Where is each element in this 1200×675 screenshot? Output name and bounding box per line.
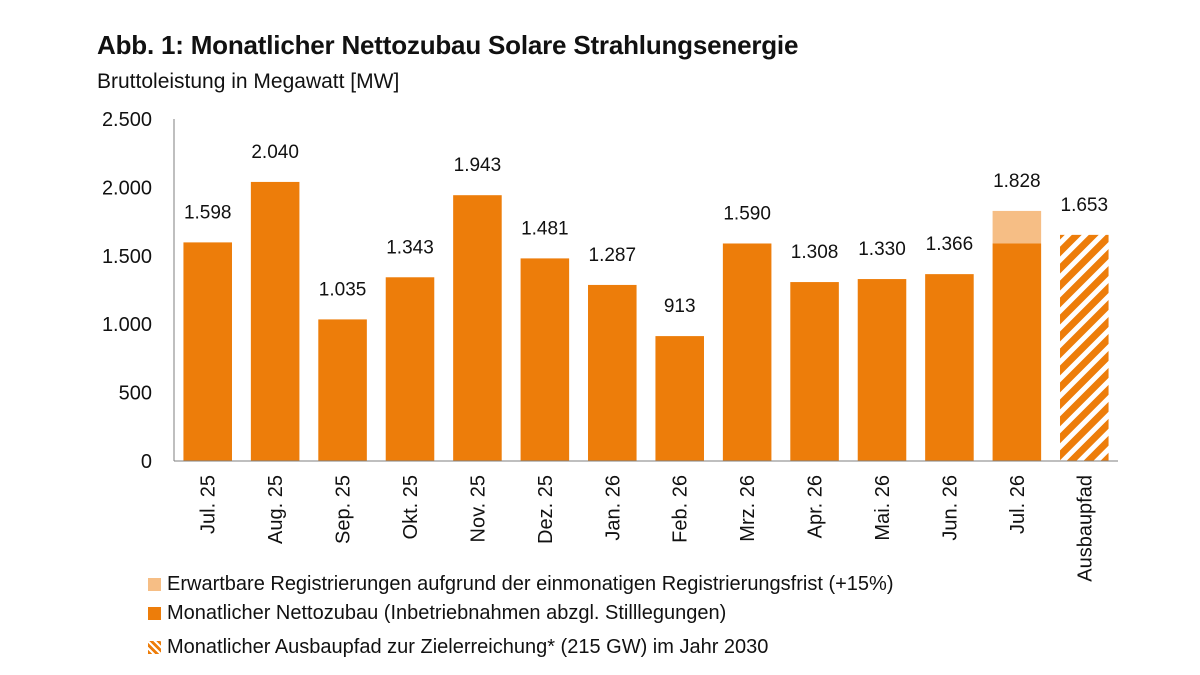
y-tick-label: 500 [119,383,152,405]
chart-subtitle: Bruttoleistung in Megawatt [MW] [97,70,400,93]
bar-hatched [1060,234,1109,461]
legend-item-expected-registrations: Erwartbare Registrierungen aufgrund der … [148,571,893,597]
legend-label: Erwartbare Registrierungen aufgrund der … [167,572,894,595]
x-tick-label: Mrz. 26 [737,475,759,542]
bar [790,282,839,461]
data-label: 1.308 [791,242,839,263]
bar [250,181,300,462]
y-tick-label: 1.500 [102,246,152,268]
x-tick-label: Jul. 25 [198,475,220,534]
data-labels: 1.598 2.040 1.035 1.343 1.943 1.481 1.287 913 1.… [184,142,1108,317]
data-label: 1.035 [319,279,367,300]
legend-item-net-addition: Monatlicher Nettozubau (Inbetriebnahmen … [148,600,726,626]
data-label: 1.366 [926,234,974,255]
data-label: 1.590 [723,203,771,224]
bar [925,274,974,461]
x-tick-label: Jun. 26 [939,475,961,541]
bars [183,181,1109,462]
data-label: 2.040 [251,142,299,163]
y-tick-label: 0 [141,451,152,473]
bar [655,336,704,461]
data-label: 1.343 [386,237,434,258]
legend-item-expansion-path: Monatlicher Ausbaupfad zur Zielerreichun… [148,634,768,660]
data-label: 1.828 [993,171,1041,192]
x-tick-label: Okt. 25 [400,475,422,539]
bar [183,242,232,461]
data-label: 913 [664,296,696,317]
legend-swatch-orange [148,606,161,620]
legend-swatch-light-orange [148,577,161,591]
x-tick-label: Mai. 26 [872,475,894,541]
bar [520,258,570,461]
bar [722,243,772,461]
y-tick-label: 1.000 [102,314,152,336]
data-label: 1.481 [521,218,569,239]
bar-segment-expected [992,210,1042,244]
bar [857,279,907,461]
bar [453,195,502,461]
x-tick-label: Apr. 26 [805,475,827,538]
data-label: 1.330 [858,239,906,260]
bar [992,243,1042,461]
bar [588,284,637,461]
x-axis: Jul. 25 Aug. 25 Sep. 25 Okt. 25 Nov. 25 Dez. … [174,460,1118,582]
legend-label: Monatlicher Nettozubau (Inbetriebnahmen … [167,601,727,624]
x-tick-label: Nov. 25 [467,475,489,542]
chart-title: Abb. 1: Monatlicher Nettozubau Solare St… [97,30,799,60]
legend-label: Monatlicher Ausbaupfad zur Zielerreichun… [167,635,769,658]
data-label: 1.287 [589,245,637,266]
data-label: 1.598 [184,202,232,223]
data-label: 1.653 [1061,195,1109,216]
x-tick-label: Aug. 25 [265,475,287,544]
y-tick-label: 2.500 [102,109,152,131]
x-tick-label: Ausbaupfad [1074,475,1096,582]
bar [318,319,367,461]
x-tick-label: Jan. 26 [602,475,624,541]
data-label: 1.943 [454,155,502,176]
bar [385,277,435,461]
x-tick-label: Sep. 25 [333,475,355,544]
y-tick-label: 2.000 [102,177,152,199]
y-axis: 0 500 1.000 1.500 2.000 2.500 [102,109,175,473]
x-tick-label: Feb. 26 [670,475,692,543]
x-tick-label: Dez. 25 [535,475,557,544]
legend-swatch-hatched [148,640,161,654]
x-tick-label: Jul. 26 [1007,475,1029,534]
